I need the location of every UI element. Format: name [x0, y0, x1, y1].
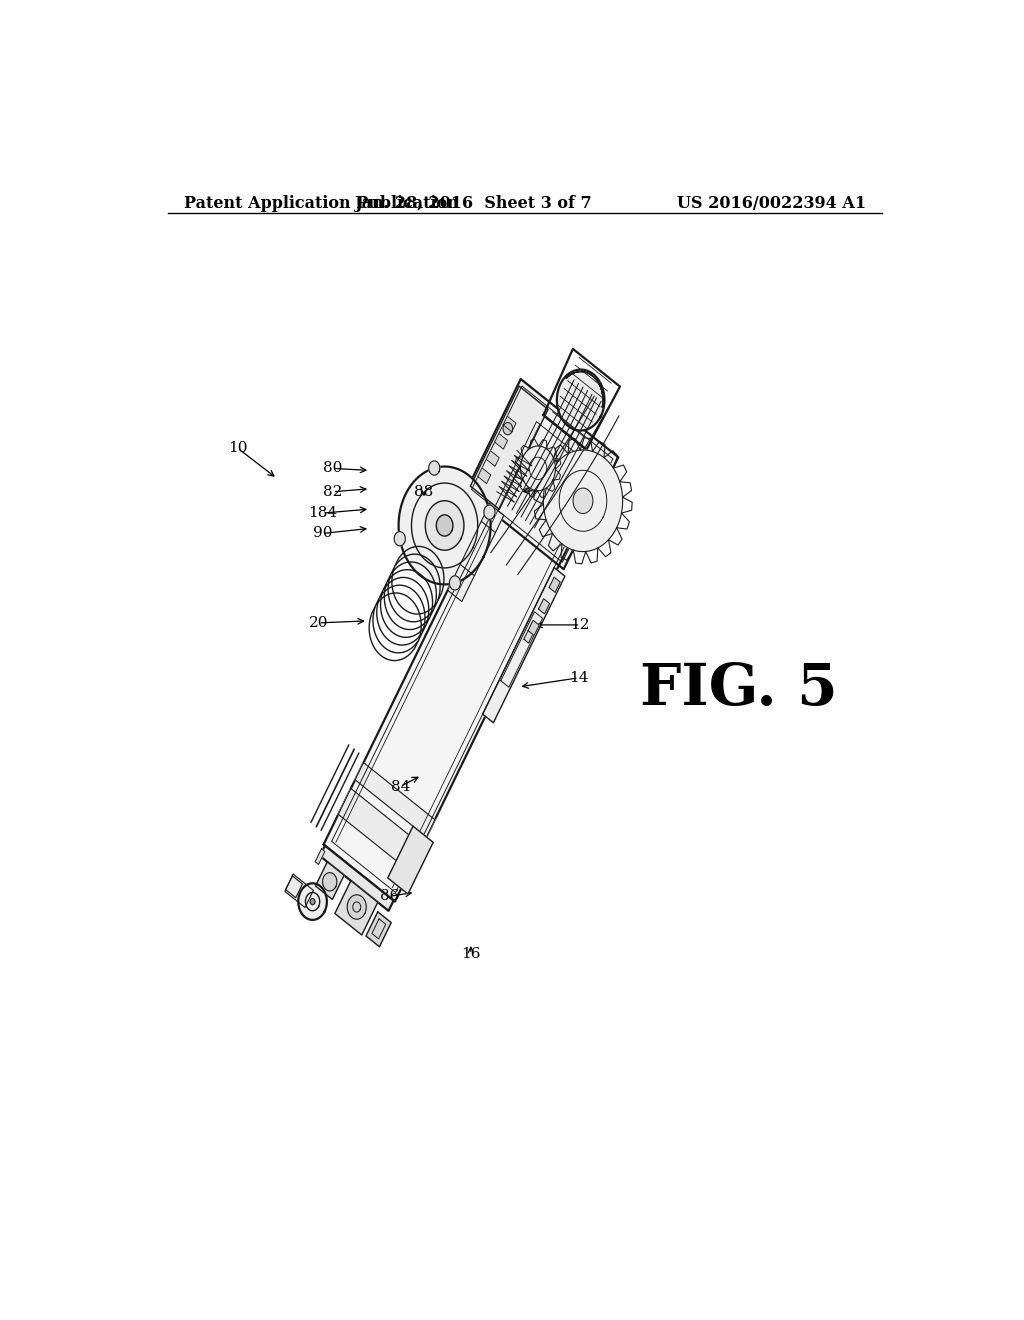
Polygon shape: [484, 506, 495, 519]
Text: 86: 86: [380, 890, 399, 903]
Polygon shape: [315, 849, 325, 865]
Polygon shape: [310, 899, 315, 904]
Polygon shape: [425, 500, 464, 550]
Polygon shape: [285, 874, 313, 908]
Text: 10: 10: [227, 441, 247, 455]
Polygon shape: [450, 576, 461, 590]
Text: 184: 184: [308, 506, 337, 520]
Polygon shape: [315, 862, 344, 899]
Polygon shape: [503, 416, 516, 432]
Text: 12: 12: [570, 618, 590, 632]
Polygon shape: [436, 515, 453, 536]
Text: 80: 80: [323, 462, 342, 475]
Polygon shape: [366, 912, 391, 946]
Polygon shape: [319, 846, 393, 911]
Polygon shape: [429, 461, 440, 475]
Polygon shape: [524, 622, 537, 643]
Polygon shape: [394, 532, 406, 546]
Polygon shape: [557, 370, 604, 430]
Polygon shape: [298, 883, 327, 920]
Polygon shape: [539, 599, 550, 614]
Polygon shape: [355, 763, 435, 837]
Text: Patent Application Publication: Patent Application Publication: [183, 195, 459, 213]
Text: US 2016/0022394 A1: US 2016/0022394 A1: [677, 195, 866, 213]
Polygon shape: [466, 379, 618, 569]
Text: 90: 90: [312, 527, 332, 540]
Polygon shape: [495, 433, 508, 449]
Polygon shape: [323, 873, 337, 891]
Text: 82: 82: [323, 484, 342, 499]
Polygon shape: [528, 620, 540, 635]
Text: 84: 84: [390, 780, 410, 793]
Polygon shape: [549, 577, 560, 593]
Polygon shape: [447, 504, 504, 602]
Polygon shape: [335, 880, 378, 935]
Polygon shape: [398, 466, 490, 585]
Polygon shape: [478, 469, 490, 483]
Text: 34: 34: [566, 453, 586, 466]
Polygon shape: [486, 450, 499, 466]
Polygon shape: [503, 422, 513, 434]
Polygon shape: [470, 387, 548, 510]
Polygon shape: [482, 568, 565, 723]
Polygon shape: [544, 450, 623, 552]
Polygon shape: [338, 788, 413, 863]
Polygon shape: [286, 876, 302, 898]
Polygon shape: [347, 895, 367, 919]
Text: FIG. 5: FIG. 5: [640, 661, 838, 717]
Text: 36: 36: [559, 480, 579, 495]
Text: 16: 16: [461, 948, 480, 961]
Polygon shape: [388, 826, 433, 894]
Text: 88: 88: [415, 484, 433, 499]
Text: 20: 20: [308, 616, 329, 630]
Text: Jan. 28, 2016  Sheet 3 of 7: Jan. 28, 2016 Sheet 3 of 7: [354, 195, 592, 213]
Text: 14: 14: [569, 671, 589, 685]
Polygon shape: [520, 446, 555, 491]
Polygon shape: [324, 409, 607, 902]
Polygon shape: [573, 488, 593, 513]
